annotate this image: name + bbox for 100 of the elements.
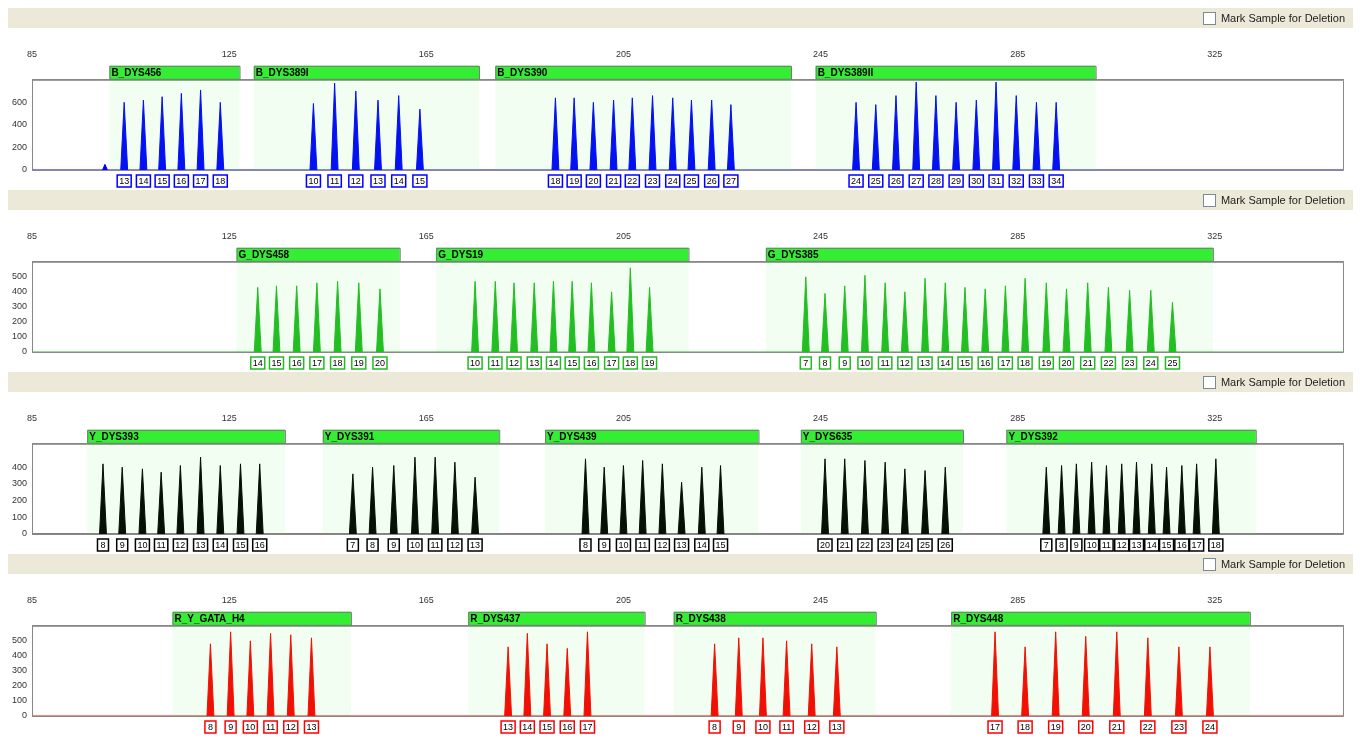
annotation: 11 [1101, 539, 1112, 550]
annotation: 9 [1073, 539, 1079, 550]
annotation: 10 [470, 357, 481, 368]
y-tick-label: 0 [22, 710, 28, 721]
annotation: 33 [1031, 175, 1042, 186]
annotation: 23 [1173, 721, 1184, 732]
annotation: 19 [644, 357, 655, 368]
annotation: 15 [271, 357, 282, 368]
annotation: 9 [228, 721, 234, 732]
annotation: 22 [859, 539, 870, 550]
annotation: 20 [820, 539, 831, 550]
x-tick-label: 245 [813, 230, 829, 241]
annotation: 12 [175, 539, 186, 550]
y-tick-label: 400 [11, 461, 28, 472]
y-tick-label: 200 [11, 680, 28, 691]
annotation: 13 [920, 357, 931, 368]
annotation: 22 [1142, 721, 1153, 732]
annotation: 13 [372, 175, 384, 186]
text: Mark Sample for Deletion [1220, 194, 1345, 206]
annotation: 7 [350, 539, 356, 550]
annotation: 23 [1124, 357, 1135, 368]
annotation: 10 [137, 539, 148, 550]
annotation: 11 [430, 539, 440, 550]
annotation: 11 [880, 357, 890, 368]
annotation: 15 [542, 721, 553, 732]
annotation: 12 [350, 175, 361, 186]
annotation: 8 [712, 721, 718, 732]
annotation: 17 [311, 357, 322, 368]
annotation: 7 [1043, 539, 1049, 550]
annotation: 20 [1080, 721, 1091, 732]
annotation: 9 [601, 539, 607, 550]
annotation: 19 [1041, 357, 1052, 368]
x-tick-label: 165 [418, 48, 434, 59]
annotation: 15 [567, 357, 578, 368]
band-label: B_DYS390 [497, 66, 548, 78]
annotation: 26 [890, 175, 901, 186]
annotation: 14 [252, 357, 263, 368]
y-tick-label: 100 [11, 695, 28, 706]
annotation: 12 [657, 539, 668, 550]
annotation: 21 [839, 539, 850, 550]
annotation: 17 [1191, 539, 1202, 550]
annotation: 18 [1020, 357, 1031, 368]
annotation: 17 [1000, 357, 1011, 368]
annotation: 12 [285, 721, 296, 732]
annotation: 7 [803, 357, 809, 368]
band-label: Y_DYS391 [324, 430, 375, 442]
annotation: 9 [736, 721, 742, 732]
annotation: 11 [329, 175, 340, 186]
annotation: 12 [899, 357, 910, 368]
annotation: 17 [606, 357, 617, 368]
band-label: R_Y_GATA_H4 [174, 612, 246, 624]
annotation: 21 [1082, 357, 1093, 368]
annotation: 10 [308, 175, 319, 186]
annotation: 29 [951, 175, 962, 186]
annotation: 8 [1059, 539, 1065, 550]
annotation: 10 [618, 539, 629, 550]
annotation: 8 [822, 357, 828, 368]
annotation: 15 [235, 539, 246, 550]
x-tick-label: 125 [221, 48, 237, 59]
y-tick-label: 0 [22, 346, 28, 357]
band-label: R_DYS438 [675, 612, 727, 624]
x-tick-label: 85 [27, 48, 38, 59]
x-tick-label: 285 [1010, 48, 1026, 59]
annotation: 14 [940, 357, 951, 368]
annotation: 16 [254, 539, 265, 550]
annotation: 14 [215, 539, 226, 550]
annotation: 11 [781, 721, 792, 732]
annotation: 11 [490, 357, 500, 368]
annotation: 18 [1020, 721, 1031, 732]
annotation: 16 [176, 175, 187, 186]
x-tick-label: 125 [221, 594, 237, 605]
annotation: 10 [859, 357, 870, 368]
x-tick-label: 285 [1010, 230, 1026, 241]
annotation: 13 [831, 721, 842, 732]
annotation: 13 [676, 539, 687, 550]
annotation: 14 [696, 539, 707, 550]
annotation: 19 [353, 357, 364, 368]
annotation: 17 [195, 175, 206, 186]
annotation: 16 [586, 357, 597, 368]
annotation: 15 [715, 539, 726, 550]
annotation: 8 [370, 539, 376, 550]
annotation: 25 [870, 175, 881, 186]
annotation: 15 [414, 175, 425, 186]
annotation: 28 [930, 175, 941, 186]
annotation: 11 [637, 539, 648, 550]
band-label: Y_DYS439 [547, 430, 597, 442]
annotation: 8 [207, 721, 213, 732]
annotation: 18 [332, 357, 343, 368]
x-tick-label: 165 [418, 230, 434, 241]
annotation: 27 [911, 175, 922, 186]
y-tick-label: 0 [22, 164, 28, 175]
x-tick-label: 85 [27, 594, 38, 605]
x-tick-label: 245 [813, 594, 829, 605]
annotation: 13 [470, 539, 481, 550]
x-tick-label: 85 [27, 412, 38, 423]
band-label: G_DYS385 [767, 248, 819, 260]
annotation: 26 [940, 539, 951, 550]
annotation: 25 [1167, 357, 1178, 368]
annotation: 18 [1210, 539, 1221, 550]
x-tick-label: 165 [418, 412, 434, 423]
